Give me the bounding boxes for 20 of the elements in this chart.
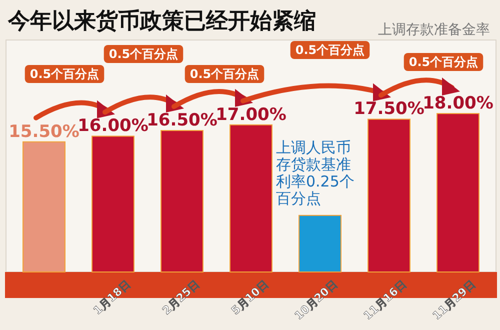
annotation: 0.5个百分点 [408,55,478,69]
text: 上调存款准备金率 [378,22,490,38]
annotation: 0.5个百分点 [108,47,178,61]
x-tick-label: 11月16日 [361,278,410,322]
annotation: 上调人民币存贷款基准利率0.25个百分点 [276,138,354,208]
annotation: 0.5个百分点 [190,67,260,81]
x-tick-label: 10月20日 [292,278,340,322]
x-tick-label: 11月29日 [430,278,478,322]
data-label: 18.00% [422,94,494,114]
annotation: 0.5个百分点 [30,67,100,81]
data-label: 17.50% [354,99,424,120]
data-label: 16.00% [78,116,148,136]
x-tick-label: 1月18日 [90,278,134,318]
annotation: 0.5个百分点 [295,43,365,57]
data-label: 17.00% [216,104,286,125]
x-tick-label: 2月25日 [160,278,202,318]
x-tick-label: 5月10日 [228,278,272,318]
chart-title: 今年以来货币政策已经开始紧缩 [7,9,316,34]
data-label: 15.50% [8,122,80,142]
data-label: 16.50% [146,110,218,131]
